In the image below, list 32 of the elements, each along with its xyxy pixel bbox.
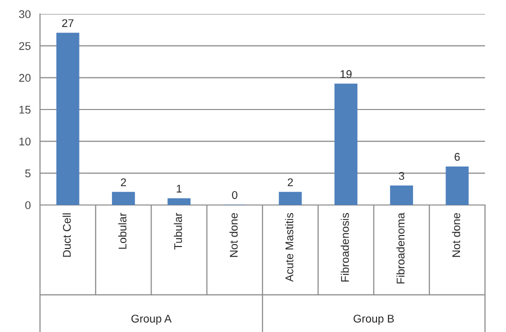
- bar: [334, 84, 358, 205]
- y-tick-label: 30: [19, 10, 31, 18]
- data-label: 2: [288, 178, 293, 186]
- x-tick-label: Acute Mastitis: [285, 213, 294, 282]
- bar: [390, 186, 414, 205]
- bar: [56, 32, 80, 205]
- data-label: 1: [176, 184, 182, 193]
- x-tick-label: Fibroadenosis: [340, 213, 349, 282]
- x-tick-label: Duct Cell: [62, 213, 71, 257]
- bar: [112, 192, 135, 205]
- bar: [168, 198, 191, 205]
- y-tick-label: 5: [25, 170, 31, 178]
- data-label: 6: [454, 152, 460, 161]
- y-tick-label: 15: [19, 106, 31, 114]
- data-label: 3: [398, 172, 404, 180]
- x-tick-label: Tubular: [174, 212, 182, 250]
- x-tick-label: Not done: [230, 213, 238, 257]
- text: Group B: [354, 314, 394, 325]
- y-tick-label: 20: [19, 74, 31, 82]
- data-label: 0: [232, 191, 238, 199]
- data-label: 2: [120, 178, 126, 186]
- y-tick-label: 0: [25, 201, 31, 210]
- x-tick-label: Lobular: [118, 212, 126, 249]
- y-tick-label: 10: [19, 138, 31, 146]
- bar: [278, 192, 302, 205]
- data-label: 19: [340, 70, 352, 78]
- bar: [446, 166, 469, 205]
- x-tick-label: Fibroadenoma: [396, 212, 405, 284]
- data-label: 27: [62, 19, 74, 27]
- x-tick-label: Not done: [452, 213, 460, 257]
- y-tick-label: 25: [19, 42, 31, 50]
- text: Group A: [131, 314, 172, 325]
